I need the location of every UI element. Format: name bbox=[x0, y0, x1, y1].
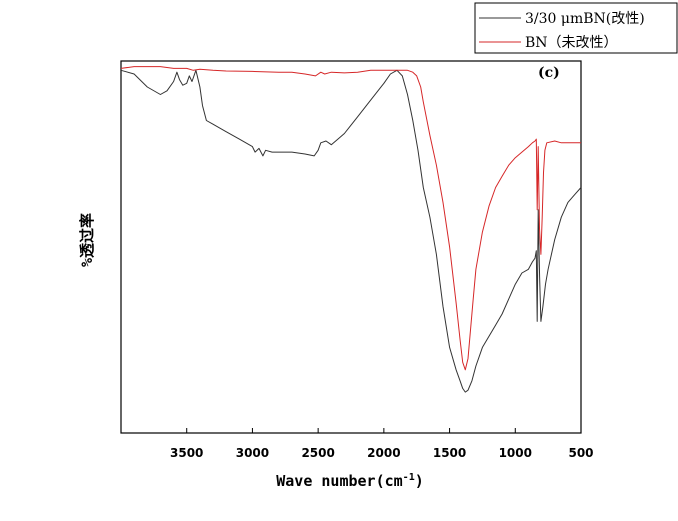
plot-area bbox=[120, 60, 582, 434]
x-axis-title-end: ) bbox=[415, 472, 424, 490]
x-axis-title-sup: -1 bbox=[403, 472, 415, 483]
series-line-1 bbox=[120, 66, 581, 371]
legend-label-1: BN（未改性） bbox=[525, 35, 618, 51]
x-axis: 3500 3000 2500 2000 1500 1000 500 bbox=[170, 428, 594, 460]
x-tick-label-3500: 3500 bbox=[170, 446, 203, 460]
panel-label: (c) bbox=[538, 65, 560, 81]
series-lines bbox=[120, 66, 582, 393]
x-tick-label-2000: 2000 bbox=[367, 446, 400, 460]
legend-label-0: 3/30 μmBN(改性) bbox=[525, 11, 645, 27]
x-axis-title-main: Wave number(cm bbox=[276, 472, 402, 490]
x-tick-label-500: 500 bbox=[568, 446, 593, 460]
legend-box bbox=[474, 2, 678, 54]
x-tick-label-1500: 1500 bbox=[433, 446, 466, 460]
legend: 3/30 μmBN(改性) BN（未改性） bbox=[474, 2, 678, 54]
y-axis-title: %透过率 bbox=[78, 213, 96, 267]
x-tick-label-3000: 3000 bbox=[236, 446, 269, 460]
series-line-0 bbox=[120, 69, 582, 393]
x-tick-label-1000: 1000 bbox=[499, 446, 532, 460]
x-tick-label-2500: 2500 bbox=[301, 446, 334, 460]
x-axis-title: Wave number(cm-1) bbox=[276, 472, 424, 490]
